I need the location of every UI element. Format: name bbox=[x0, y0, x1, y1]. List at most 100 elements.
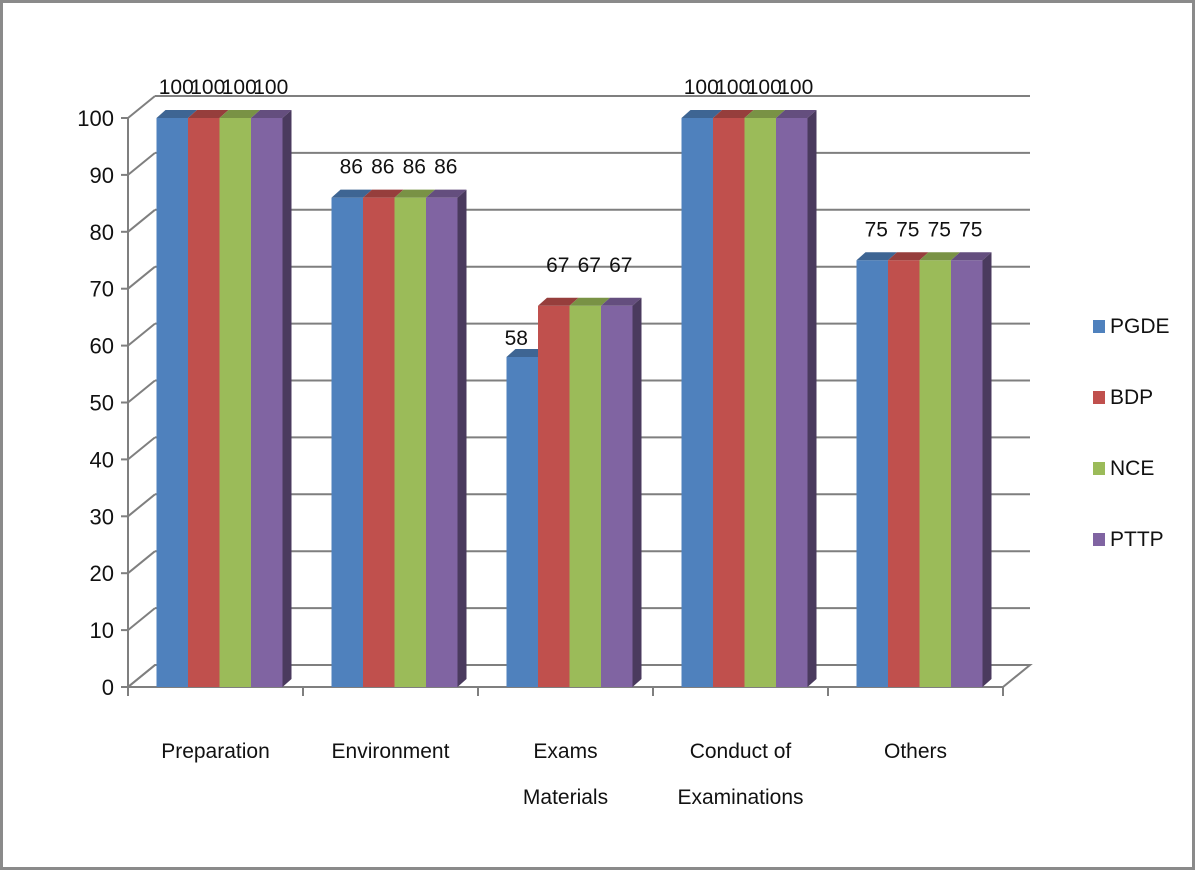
gridline-side bbox=[127, 379, 156, 404]
data-label: 86 bbox=[434, 156, 457, 179]
legend-label-pttp: PTTP bbox=[1110, 528, 1164, 551]
x-category-label: Materials bbox=[523, 786, 608, 809]
bar-top bbox=[156, 110, 197, 118]
y-tick-label: 40 bbox=[90, 447, 114, 472]
x-category-label: Environment bbox=[332, 740, 450, 763]
bar-pttp bbox=[776, 118, 808, 687]
bar-top bbox=[713, 110, 754, 118]
bar-top bbox=[776, 110, 817, 118]
gridline-side bbox=[127, 265, 156, 290]
bar-top bbox=[856, 252, 897, 261]
data-label: 67 bbox=[578, 254, 601, 277]
bar-top bbox=[219, 110, 260, 118]
data-label: 100 bbox=[778, 76, 813, 99]
y-tick-label: 60 bbox=[90, 334, 114, 359]
data-label: 86 bbox=[340, 156, 363, 179]
bar-nce bbox=[919, 260, 951, 687]
gridline-side bbox=[127, 152, 156, 176]
y-tick-label: 20 bbox=[90, 561, 114, 586]
gridline-side bbox=[127, 550, 156, 574]
data-label: 100 bbox=[684, 76, 719, 99]
bar-top bbox=[251, 110, 292, 118]
x-category-label: Examinations bbox=[677, 786, 803, 809]
gridline-side bbox=[127, 209, 156, 233]
y-tick-label: 100 bbox=[77, 106, 114, 131]
data-label: 75 bbox=[928, 218, 951, 241]
bar-top bbox=[538, 297, 579, 306]
bar-bdp bbox=[888, 260, 920, 687]
bar-nce bbox=[569, 305, 601, 687]
bar-pgde bbox=[506, 356, 538, 687]
gridline-side bbox=[127, 607, 156, 631]
legend-label-pgde: PGDE bbox=[1110, 315, 1170, 338]
bar-top bbox=[363, 189, 404, 198]
data-label: 75 bbox=[865, 218, 888, 241]
bar-top bbox=[394, 189, 435, 198]
data-label: 100 bbox=[747, 76, 782, 99]
x-category-label: Preparation bbox=[161, 740, 270, 763]
bar-bdp bbox=[363, 197, 395, 687]
y-tick-label: 70 bbox=[90, 277, 114, 302]
data-label: 100 bbox=[715, 76, 750, 99]
bar-top bbox=[188, 110, 229, 118]
data-label: 67 bbox=[546, 254, 569, 277]
y-tick-label: 30 bbox=[90, 504, 114, 529]
bar-pttp bbox=[426, 197, 458, 687]
gridline-side bbox=[127, 493, 156, 518]
bar-nce bbox=[219, 118, 251, 687]
y-tick-label: 0 bbox=[102, 675, 114, 700]
gridline-side bbox=[127, 322, 156, 347]
bar-top bbox=[331, 189, 372, 198]
data-label: 86 bbox=[371, 156, 394, 179]
bar-pttp bbox=[251, 118, 283, 687]
bar-top bbox=[426, 189, 467, 198]
bar-top bbox=[506, 348, 547, 357]
bars bbox=[156, 110, 992, 687]
bar-pgde bbox=[331, 197, 363, 687]
bar-side bbox=[457, 189, 467, 687]
bar-top bbox=[569, 297, 610, 306]
bar-side bbox=[632, 297, 642, 687]
legend-swatch-pgde bbox=[1093, 320, 1105, 333]
bar-top bbox=[951, 252, 992, 261]
data-label: 100 bbox=[190, 76, 225, 99]
data-label: 75 bbox=[896, 218, 919, 241]
y-tick-label: 80 bbox=[90, 220, 114, 245]
bar-pttp bbox=[601, 305, 633, 687]
data-label: 100 bbox=[222, 76, 257, 99]
bar-chart: 0 10 20 30 40 50 60 70 80 90 100 Preparation Environ… bbox=[77, 76, 1170, 809]
x-category-label: Exams bbox=[533, 740, 597, 763]
gridline-side bbox=[127, 95, 156, 119]
bar-top bbox=[681, 110, 722, 118]
y-tick-label: 50 bbox=[90, 391, 114, 416]
legend-swatch-bdp bbox=[1093, 391, 1105, 404]
x-category-label: Others bbox=[884, 740, 947, 763]
data-label: 67 bbox=[609, 254, 632, 277]
legend-label-bdp: BDP bbox=[1110, 386, 1153, 409]
bar-side bbox=[282, 110, 292, 687]
bar-bdp bbox=[713, 118, 745, 687]
legend: PGDE BDP NCE PTTP bbox=[1093, 315, 1170, 551]
bar-nce bbox=[744, 118, 776, 687]
gridline-side bbox=[127, 436, 156, 461]
bar-top bbox=[919, 252, 960, 261]
y-tick-label: 90 bbox=[90, 163, 114, 188]
data-label: 100 bbox=[253, 76, 288, 99]
y-tick-label: 10 bbox=[90, 618, 114, 643]
bar-top bbox=[888, 252, 929, 261]
bar-top bbox=[744, 110, 785, 118]
bar-pttp bbox=[951, 260, 983, 687]
bar-pgde bbox=[681, 118, 713, 687]
bar-top bbox=[601, 297, 642, 306]
bar-bdp bbox=[188, 118, 220, 687]
data-label: 58 bbox=[505, 327, 528, 350]
data-label: 86 bbox=[403, 156, 426, 179]
legend-swatch-pttp bbox=[1093, 533, 1105, 546]
bar-side bbox=[982, 252, 992, 687]
data-label: 75 bbox=[959, 218, 982, 241]
legend-label-nce: NCE bbox=[1110, 457, 1154, 480]
bar-bdp bbox=[538, 305, 570, 687]
legend-swatch-nce bbox=[1093, 462, 1105, 475]
